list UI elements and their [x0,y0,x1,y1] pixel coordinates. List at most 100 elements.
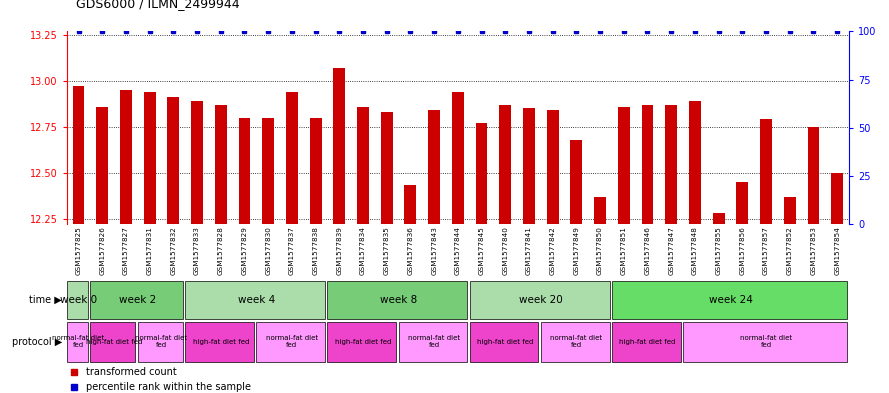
Bar [547,110,558,224]
Bar [185,281,325,319]
Text: GSM1577850: GSM1577850 [597,226,603,275]
Bar [571,140,582,224]
Text: GSM1577857: GSM1577857 [763,226,769,275]
Text: high-fat diet fed: high-fat diet fed [335,339,391,345]
Text: week 24: week 24 [709,295,752,305]
Bar [73,86,84,224]
Bar [784,196,796,224]
Bar [428,110,440,224]
Text: GSM1577842: GSM1577842 [549,226,556,275]
Text: GSM1577839: GSM1577839 [336,226,342,275]
Text: normal-fat diet
fed: normal-fat diet fed [550,335,603,349]
Bar [380,112,393,224]
Text: GSM1577833: GSM1577833 [194,226,200,275]
Text: GSM1577854: GSM1577854 [834,226,840,275]
Text: GSM1577856: GSM1577856 [740,226,745,275]
Text: normal-fat diet
fed: normal-fat diet fed [408,335,461,349]
Bar [736,182,749,224]
Bar [689,101,701,224]
Bar [713,213,725,224]
Bar [262,118,274,224]
Text: GSM1577834: GSM1577834 [360,226,366,275]
Text: transformed count: transformed count [86,367,177,377]
Bar [309,118,322,224]
Text: GSM1577845: GSM1577845 [478,226,485,275]
Bar [167,97,180,224]
Text: GSM1577832: GSM1577832 [171,226,176,275]
Text: GSM1577843: GSM1577843 [431,226,437,275]
Text: GSM1577828: GSM1577828 [218,226,224,275]
Bar [618,107,629,224]
Text: GSM1577830: GSM1577830 [265,226,271,275]
Bar [612,281,846,319]
Text: week 2: week 2 [119,295,156,305]
Text: GSM1577838: GSM1577838 [313,226,318,275]
Bar [452,92,464,224]
Bar [238,118,251,224]
Text: high-fat diet fed: high-fat diet fed [86,339,142,345]
Text: GSM1577835: GSM1577835 [384,226,389,275]
Bar [191,101,203,224]
Text: GSM1577826: GSM1577826 [100,226,105,275]
Bar [96,107,108,224]
Text: GSM1577840: GSM1577840 [502,226,509,275]
Text: GSM1577847: GSM1577847 [669,226,674,275]
Bar [469,322,539,362]
Bar [760,119,772,224]
Bar [215,105,227,224]
Bar [333,68,345,224]
Text: GSM1577849: GSM1577849 [573,226,580,275]
Bar [523,108,535,224]
Bar [476,123,487,224]
Text: protocol ▶: protocol ▶ [12,337,62,347]
Bar [67,281,88,319]
Bar [665,105,677,224]
Bar [612,322,681,362]
Bar [286,92,298,224]
Text: week 20: week 20 [519,295,563,305]
Bar [138,322,183,362]
Text: GSM1577825: GSM1577825 [76,226,82,275]
Text: GSM1577841: GSM1577841 [526,226,532,275]
Text: GSM1577855: GSM1577855 [716,226,722,275]
Bar [91,281,183,319]
Text: GSM1577851: GSM1577851 [621,226,627,275]
Bar [256,322,325,362]
Bar [500,105,511,224]
Text: GSM1577829: GSM1577829 [242,226,247,275]
Text: GSM1577852: GSM1577852 [787,226,793,275]
Text: GSM1577827: GSM1577827 [123,226,129,275]
Text: week 0: week 0 [60,295,97,305]
Bar [120,90,132,224]
Bar [404,185,416,224]
Text: high-fat diet fed: high-fat diet fed [477,339,533,345]
Text: normal-fat diet
fed: normal-fat diet fed [740,335,792,349]
Bar [683,322,846,362]
Text: normal-fat diet
fed: normal-fat diet fed [266,335,318,349]
Bar [831,173,843,224]
Bar [807,127,820,224]
Text: week 4: week 4 [237,295,275,305]
Text: GDS6000 / ILMN_2499944: GDS6000 / ILMN_2499944 [76,0,239,10]
Text: high-fat diet fed: high-fat diet fed [620,339,676,345]
Bar [144,92,156,224]
Text: week 8: week 8 [380,295,417,305]
Bar [327,281,468,319]
Bar [642,105,653,224]
Text: GSM1577836: GSM1577836 [407,226,413,275]
Text: GSM1577846: GSM1577846 [645,226,651,275]
Bar [541,322,610,362]
Bar [469,281,610,319]
Bar [185,322,254,362]
Bar [357,107,369,224]
Text: GSM1577831: GSM1577831 [147,226,153,275]
Text: time ▶: time ▶ [29,295,62,305]
Bar [398,322,468,362]
Text: normal-fat diet
fed: normal-fat diet fed [135,335,188,349]
Bar [67,322,88,362]
Bar [594,196,606,224]
Bar [327,322,396,362]
Text: GSM1577853: GSM1577853 [811,226,816,275]
Text: GSM1577848: GSM1577848 [692,226,698,275]
Text: GSM1577844: GSM1577844 [455,226,461,275]
